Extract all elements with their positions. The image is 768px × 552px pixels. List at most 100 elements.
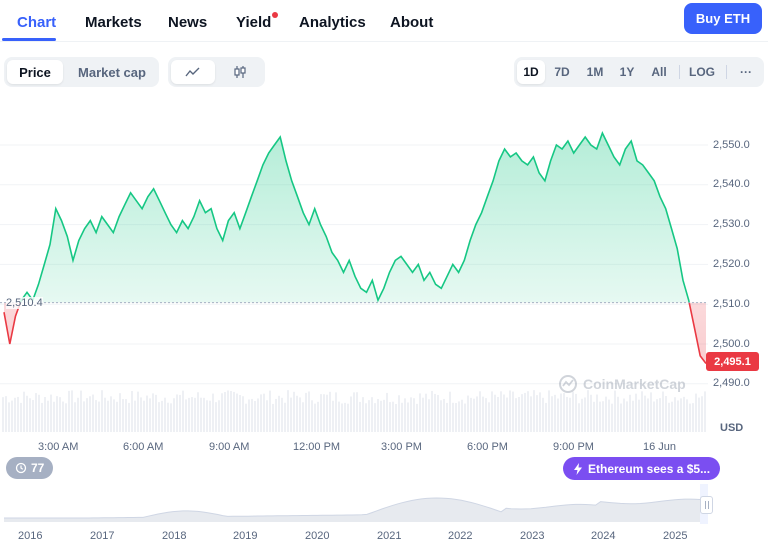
volume-bar (434, 393, 436, 432)
tab-about[interactable]: About (390, 14, 434, 31)
volume-bar (464, 403, 466, 432)
volume-bar (221, 393, 223, 432)
y-tick-label: 2,490.0 (713, 377, 750, 389)
volume-bar (2, 397, 4, 432)
volume-bar (44, 397, 46, 432)
volume-bar (680, 398, 682, 432)
volume-bar (299, 397, 301, 432)
timeframe-1m[interactable]: 1M (586, 65, 604, 79)
volume-bar (101, 390, 103, 432)
volume-bar (599, 401, 601, 432)
volume-bar (50, 394, 52, 432)
volume-bar (287, 390, 289, 432)
volume-bar (413, 398, 415, 432)
volume-bar (290, 397, 292, 432)
volume-bar (272, 403, 274, 432)
volume-bar (26, 395, 28, 432)
volume-bar (551, 396, 553, 432)
volume-bar (659, 398, 661, 432)
volume-bar (656, 399, 658, 432)
volume-bar (614, 390, 616, 432)
volume-bars (2, 390, 706, 432)
volume-bar (14, 397, 16, 432)
volume-bar (56, 396, 58, 432)
tab-analytics[interactable]: Analytics (299, 14, 366, 31)
volume-bar (440, 400, 442, 432)
tab-yield[interactable]: Yield (236, 12, 279, 31)
timeframe-all[interactable]: All (651, 65, 667, 79)
timeframe-1y[interactable]: 1Y (619, 65, 635, 79)
tab-markets[interactable]: Markets (85, 14, 142, 31)
volume-bar (569, 397, 571, 432)
volume-bar (35, 393, 37, 432)
volume-bar (419, 393, 421, 432)
log-scale-button[interactable]: LOG (689, 65, 715, 79)
volume-bar (245, 403, 247, 432)
volume-bar (647, 398, 649, 432)
volume-bar (461, 399, 463, 432)
y-tick-label: 2,510.0 (713, 298, 750, 310)
price-toggle[interactable]: Price (7, 60, 63, 84)
volume-bar (173, 398, 175, 432)
timeframe-selector: 1D 7D 1M 1Y All LOG ··· (514, 57, 764, 87)
volume-bar (689, 403, 691, 432)
volume-bar (407, 402, 409, 432)
volume-bar (542, 397, 544, 432)
volume-bar (497, 397, 499, 432)
volume-bar (326, 394, 328, 432)
current-price-badge: 2,495.1 (706, 352, 759, 371)
volume-bar (38, 394, 40, 432)
volume-bar (254, 400, 256, 432)
more-options-icon[interactable]: ··· (740, 65, 752, 79)
y-tick-label: 2,540.0 (713, 178, 750, 190)
volume-bar (530, 396, 532, 432)
volume-bar (500, 391, 502, 432)
volume-bar (476, 396, 478, 432)
market-cap-toggle[interactable]: Market cap (78, 64, 146, 80)
line-chart-icon[interactable] (171, 60, 215, 84)
volume-bar (155, 394, 157, 432)
volume-bar (71, 390, 73, 432)
volume-bar (191, 397, 193, 432)
buy-eth-button[interactable]: Buy ETH (684, 3, 762, 34)
volume-bar (209, 400, 211, 432)
volume-bar (86, 398, 88, 432)
price-line-up (19, 131, 691, 303)
volume-bar (275, 398, 277, 432)
navigator-handle[interactable] (700, 496, 713, 514)
volume-bar (110, 396, 112, 432)
volume-bar (671, 401, 673, 432)
volume-bar (269, 390, 271, 432)
timeframe-7d[interactable]: 7D (554, 65, 570, 79)
volume-bar (470, 397, 472, 432)
volume-bar (560, 393, 562, 432)
tab-news[interactable]: News (168, 14, 208, 31)
volume-bar (692, 403, 694, 432)
price-chart[interactable] (0, 100, 768, 440)
tab-chart[interactable]: Chart (17, 14, 57, 31)
volume-bar (608, 399, 610, 432)
timeframe-1d[interactable]: 1D (517, 60, 545, 84)
volume-bar (242, 396, 244, 432)
volume-bar (62, 401, 64, 432)
volume-bar (581, 398, 583, 432)
volume-bar (674, 397, 676, 432)
volume-bar (47, 400, 49, 432)
volume-bar (584, 397, 586, 432)
volume-bar (437, 395, 439, 432)
range-navigator[interactable] (0, 484, 768, 524)
volume-bar (449, 391, 451, 432)
news-event-button[interactable]: Ethereum sees a $5... (563, 457, 721, 480)
events-button[interactable]: 77 (6, 457, 54, 479)
volume-bar (398, 395, 400, 432)
volume-bar (371, 397, 373, 432)
volume-bar (548, 390, 550, 432)
volume-bar (566, 396, 568, 432)
volume-bar (347, 403, 349, 432)
volume-bar (515, 398, 517, 432)
volume-bar (185, 399, 187, 432)
volume-bar (665, 396, 667, 432)
volume-bar (41, 402, 43, 432)
volume-bar (533, 390, 535, 432)
candlestick-icon[interactable] (218, 60, 262, 84)
